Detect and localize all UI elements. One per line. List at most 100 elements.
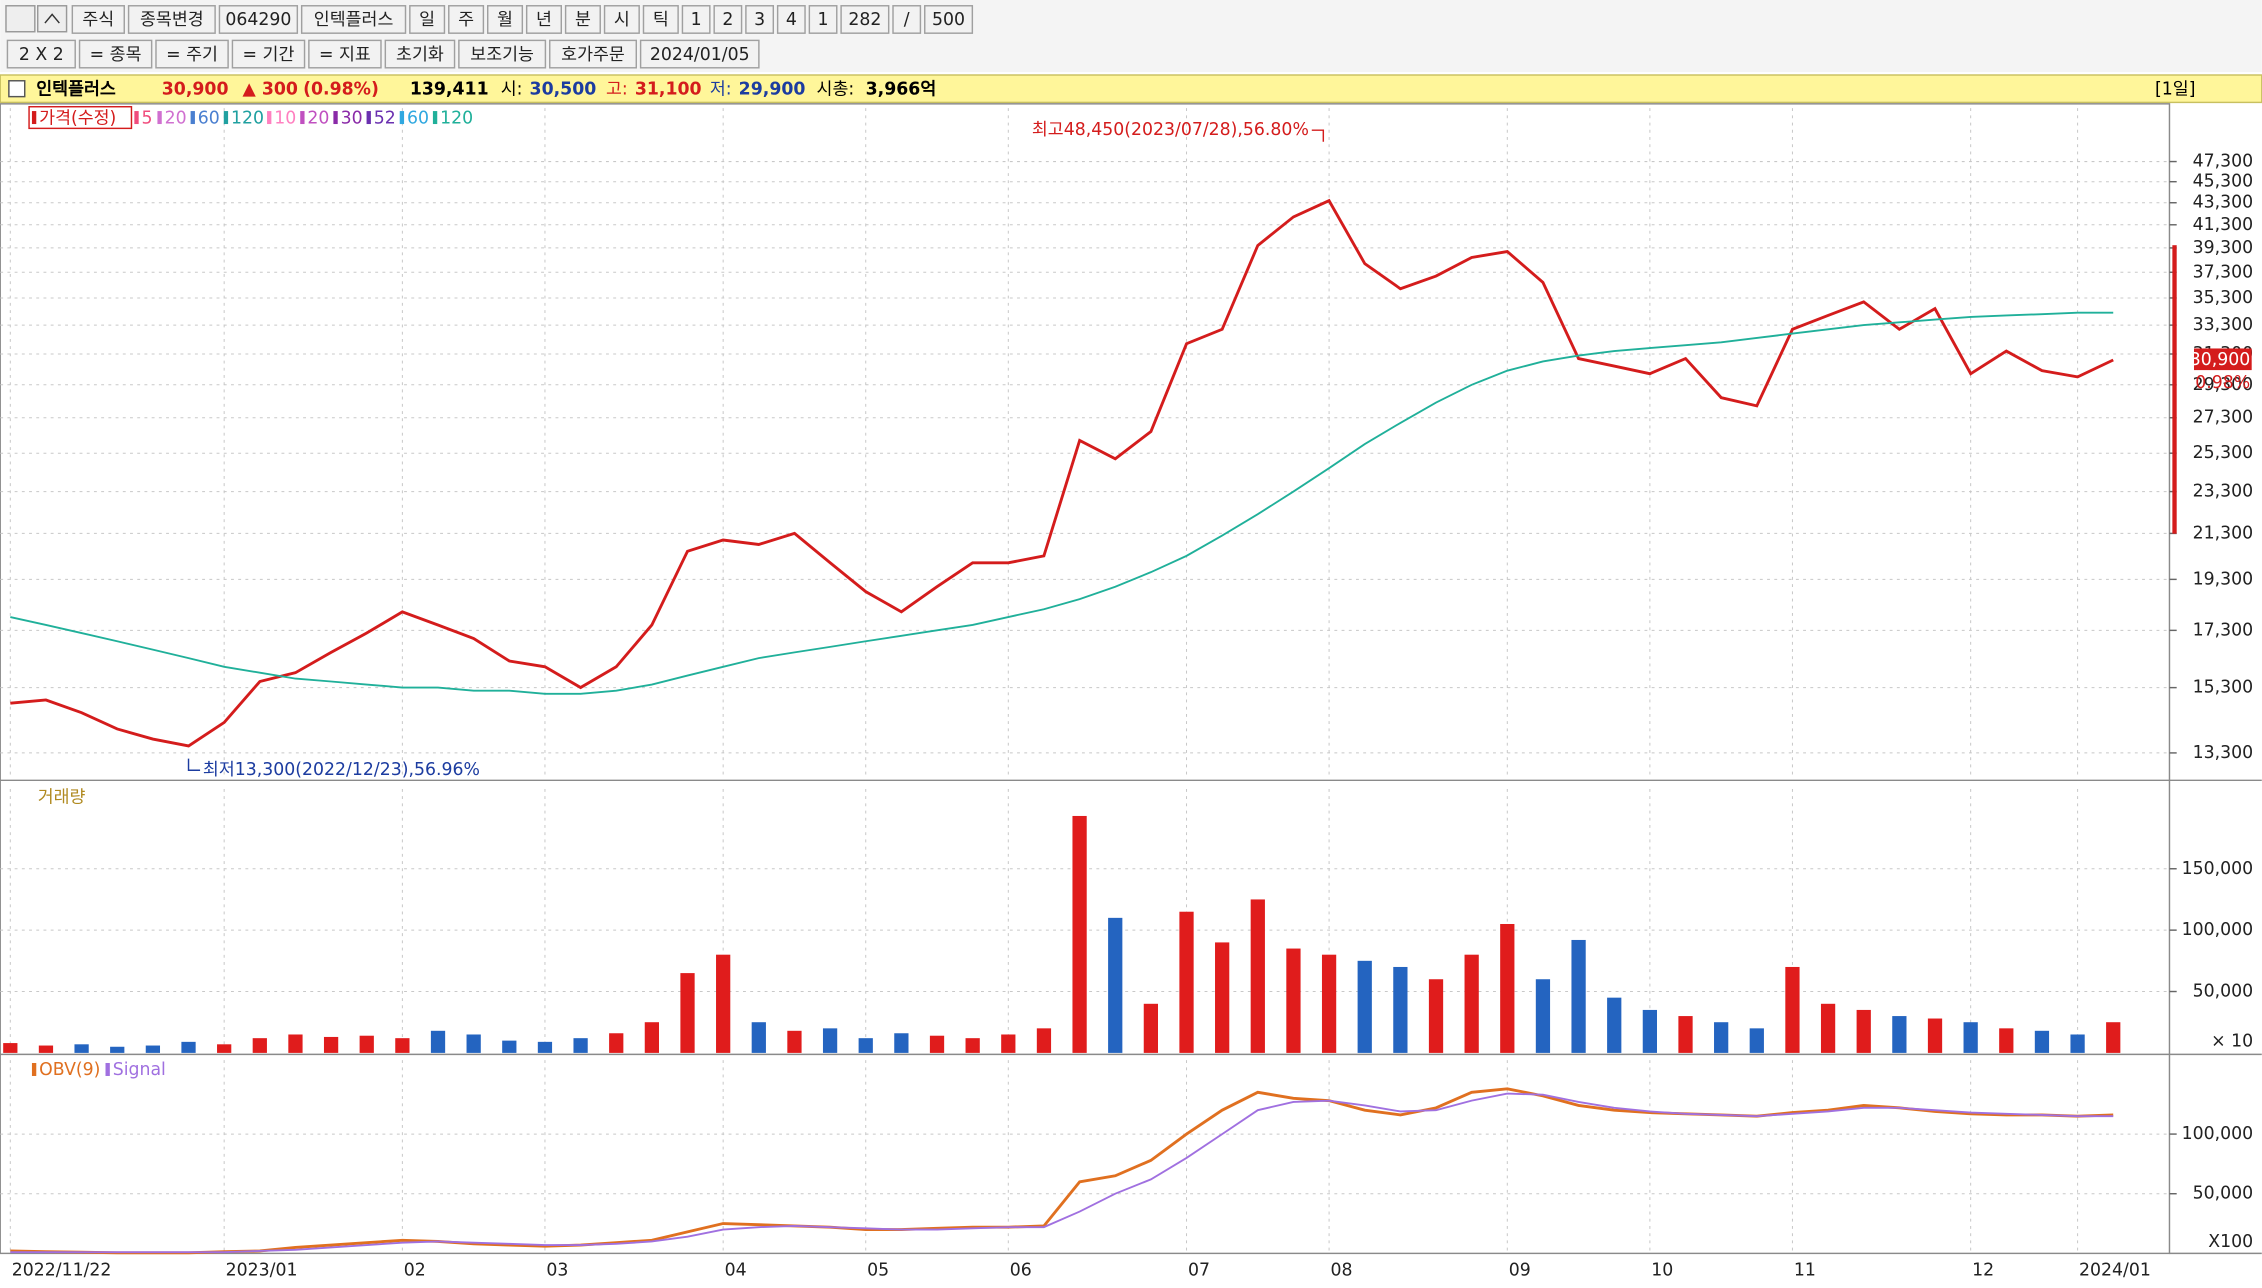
volume-bar: [1215, 942, 1230, 1053]
y-tick-label: 27,300: [2193, 408, 2254, 428]
toolbar-label: 2: [722, 10, 733, 30]
icon-button[interactable]: [5, 5, 36, 33]
y-tick-label: 17,300: [2193, 620, 2254, 640]
icon-button[interactable]: [36, 5, 68, 33]
legend-label: 20: [307, 108, 329, 128]
toolbar-button[interactable]: [603, 5, 640, 34]
toolbar-button[interactable]: [713, 5, 743, 34]
toolbar-button[interactable]: [525, 5, 563, 34]
volume-bar: [181, 1041, 196, 1053]
volume-bar: [609, 1033, 624, 1053]
toolbar-label: = 지표: [319, 45, 371, 65]
legend-swatch: [432, 111, 438, 125]
toolbar-button[interactable]: [155, 39, 229, 69]
toolbar-button[interactable]: [487, 5, 524, 34]
toolbar-button[interactable]: [639, 39, 760, 69]
volume-bar: [1856, 1009, 1871, 1053]
toolbar-label: 호가주문: [561, 45, 625, 65]
toolbar-label: 2 X 2: [19, 45, 64, 65]
toolbar-button[interactable]: [745, 5, 775, 34]
toolbar-button[interactable]: [71, 5, 125, 34]
volume-bar: [466, 1034, 481, 1053]
volume-bar: [1820, 1003, 1836, 1053]
toolbar-label: /: [904, 10, 910, 30]
toolbar-button[interactable]: [78, 39, 153, 69]
volume-bar: [1714, 1022, 1729, 1053]
volume-bar: [1072, 815, 1087, 1053]
toolbar-button[interactable]: [840, 5, 890, 34]
toolbar-label: 282: [848, 10, 881, 30]
toolbar-label: 1: [818, 10, 829, 30]
legend-swatch: [105, 1062, 110, 1076]
chart-frame: [0, 103, 2171, 1255]
toolbar-button[interactable]: [642, 5, 679, 34]
current-price-box: [2193, 348, 2252, 371]
legend-swatch: [399, 111, 405, 125]
toolbar-label: 인텍플러스: [314, 10, 394, 30]
toolbar-button[interactable]: [231, 39, 306, 69]
volume-bar: [430, 1030, 446, 1053]
toolbar-button[interactable]: [300, 5, 407, 34]
toolbar-button[interactable]: [448, 5, 485, 34]
toolbar-label: = 주기: [166, 45, 218, 65]
toolbar-button[interactable]: [549, 39, 638, 69]
x-tick-label: 06: [1010, 1261, 1032, 1281]
info-low: 29,900: [739, 79, 806, 99]
info-high-label: 고:: [606, 79, 628, 99]
toolbar-button[interactable]: [409, 5, 446, 34]
y-tick-label: 47,300: [2193, 152, 2254, 172]
current-change: 0.98%: [2195, 373, 2250, 393]
toolbar-button[interactable]: [776, 5, 806, 34]
x-tick-label: 09: [1509, 1261, 1531, 1281]
legend-label: 30: [341, 108, 363, 128]
volume-bar: [1464, 954, 1479, 1053]
volume-bar: [74, 1044, 89, 1053]
y-tick-label: 100,000: [2182, 920, 2254, 940]
volume-bar: [1927, 1018, 1943, 1053]
toolbar-button[interactable]: [924, 5, 974, 34]
legend-label: 60: [407, 108, 429, 128]
toolbar-button[interactable]: [892, 5, 922, 34]
volume-bar: [1642, 1009, 1658, 1053]
checkbox[interactable]: [8, 80, 26, 98]
y-tick-label: 50,000: [2193, 982, 2254, 1002]
volume-bar: [359, 1035, 374, 1053]
volume-bar: [1357, 960, 1372, 1053]
toolbar-button[interactable]: [127, 5, 216, 34]
info-cap-label: 시총:: [817, 79, 855, 99]
toolbar-button[interactable]: [458, 39, 547, 69]
legend-swatch: [223, 111, 229, 125]
y-tick-label: 35,300: [2193, 288, 2254, 308]
volume-bar: [1250, 899, 1265, 1053]
toolbar-button[interactable]: [308, 39, 382, 69]
toolbar-label: 보조기능: [470, 45, 534, 65]
volume-bar: [3, 1043, 18, 1053]
legend-swatch: [267, 111, 272, 125]
toolbar-button[interactable]: [564, 5, 601, 34]
toolbar-button[interactable]: [6, 39, 76, 69]
y-tick-label: 23,300: [2193, 482, 2254, 502]
toolbar-button[interactable]: [808, 5, 838, 34]
info-low-label: 저:: [710, 79, 732, 99]
toolbar-button[interactable]: [218, 5, 299, 34]
toolbar-button[interactable]: [681, 5, 711, 34]
toolbar-label: 틱: [653, 10, 669, 30]
toolbar-label: 3: [754, 10, 765, 30]
annotation: 최저13,300(2022/12/23),56.96%: [203, 760, 480, 780]
y-tick-label: 41,300: [2193, 215, 2254, 235]
volume-bar: [858, 1038, 873, 1053]
y-tick-label: 50,000: [2193, 1184, 2254, 1204]
toolbar-button[interactable]: [384, 39, 456, 69]
volume-bar: [1108, 917, 1123, 1053]
y-tick-label: 39,300: [2193, 238, 2254, 258]
volume-bar: [1963, 1022, 1978, 1053]
current-price: 30,900: [2190, 350, 2251, 370]
info-price: 30,900: [162, 79, 229, 99]
volume-bar: [965, 1038, 980, 1053]
volume-bar: [1999, 1028, 2014, 1053]
volume-bar: [1321, 954, 1337, 1053]
x-tick-label: 02: [404, 1261, 426, 1281]
toolbar-label: 년: [536, 10, 552, 30]
info-high: 31,100: [635, 79, 702, 99]
